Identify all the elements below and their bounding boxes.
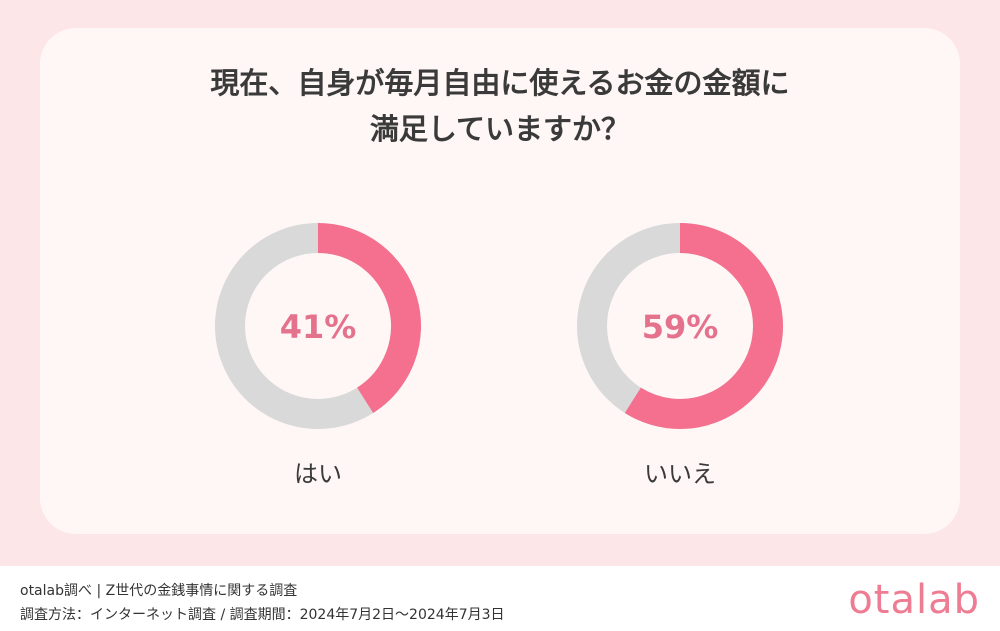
chart-title: 現在、自身が毎月自由に使えるお金の金額に 満足していますか？ — [0, 60, 1000, 152]
donut-value-label-2: 59% — [642, 308, 719, 346]
chart-card — [40, 28, 960, 534]
donut-charts: 41% はい 59% いいえ — [215, 223, 783, 488]
donut-value-label-1: 41% — [280, 308, 357, 346]
footer-source: otalab調べ | Z世代の金銭事情に関する調査 — [20, 583, 298, 599]
donut-category-label-1: はい — [294, 460, 342, 488]
footer: otalab調べ | Z世代の金銭事情に関する調査 調査方法：インターネット調査… — [0, 566, 1000, 631]
title-line-2: 満足していますか？ — [369, 112, 631, 146]
donut-slice-2 — [624, 223, 783, 429]
otalab-logo: otalab — [848, 577, 980, 623]
donut-slice-1 — [317, 223, 421, 413]
donut-2: 59% いいえ — [577, 223, 783, 488]
donut-category-label-2: いいえ — [644, 460, 716, 488]
footer-method: 調査方法：インターネット調査 / 調査期間：2024年7月2日〜2024年7月3… — [20, 607, 505, 623]
title-line-1: 現在、自身が毎月自由に使えるお金の金額に — [210, 66, 790, 100]
donut-1: 41% はい — [215, 223, 421, 488]
